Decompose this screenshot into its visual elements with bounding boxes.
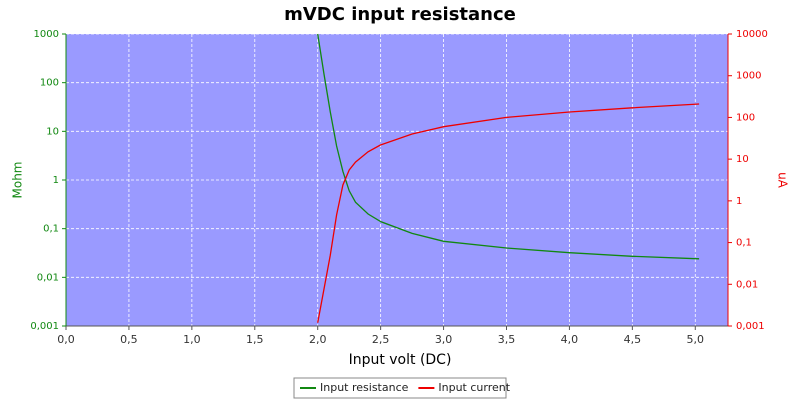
y2-axis-label: uA [776,172,790,189]
x-tick-label: 2,5 [372,333,390,346]
y2-tick-label: 0,001 [736,321,765,332]
y-tick-label: 1 [53,175,59,186]
x-tick-label: 1,5 [246,333,264,346]
y-tick-label: 100 [40,78,59,89]
y-axis-label: Mohm [11,162,25,199]
x-tick-label: 5,0 [687,333,705,346]
y-tick-label: 0,001 [30,321,59,332]
x-tick-label: 0,0 [57,333,75,346]
y2-tick-label: 1000 [736,71,761,82]
y2-tick-label: 0,01 [736,279,758,290]
y2-tick-label: 0,1 [736,238,752,249]
y2-tick-label: 1 [736,196,742,207]
y2-tick-label: 10000 [736,29,768,40]
y-tick-label: 1000 [34,29,59,40]
legend-label: Input resistance [320,381,409,394]
x-tick-label: 1,0 [183,333,201,346]
x-tick-label: 3,5 [498,333,516,346]
y2-tick-label: 100 [736,112,755,123]
x-tick-label: 4,0 [561,333,579,346]
legend-label: Input current [438,381,510,394]
x-tick-label: 4,5 [624,333,642,346]
x-tick-label: 0,5 [120,333,138,346]
x-tick-label: 3,0 [435,333,453,346]
series-line [317,33,700,260]
y-tick-label: 0,1 [43,224,59,235]
y-tick-label: 0,01 [37,272,59,283]
chart-title: mVDC input resistance [284,4,516,25]
y-tick-label: 10 [46,126,59,137]
y2-tick-label: 10 [736,154,749,165]
legend-box [293,377,507,399]
x-axis-label: Input volt (DC) [349,352,452,368]
x-tick-label: 2,0 [309,333,327,346]
series-line [317,103,700,323]
